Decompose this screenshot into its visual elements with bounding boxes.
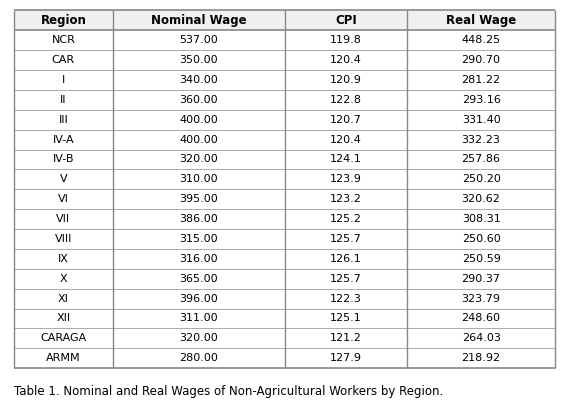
Bar [14,249,555,269]
Bar [14,289,555,309]
Text: CARAGA: CARAGA [40,333,86,343]
Text: XII: XII [56,314,71,324]
Text: 280.00: 280.00 [179,353,218,363]
Bar [407,10,555,30]
Text: 127.9: 127.9 [330,353,362,363]
Text: V: V [60,174,67,184]
Bar [14,90,555,110]
Text: 125.7: 125.7 [330,234,362,244]
Text: 315.00: 315.00 [179,234,218,244]
Bar [14,110,555,130]
Text: 311.00: 311.00 [179,314,218,324]
Text: 126.1: 126.1 [330,254,362,264]
Text: 248.60: 248.60 [461,314,501,324]
Text: 125.7: 125.7 [330,274,362,284]
Text: 323.79: 323.79 [461,294,501,304]
Bar [14,149,555,169]
Text: 340.00: 340.00 [179,75,218,85]
Text: 320.00: 320.00 [179,333,218,343]
Text: 448.25: 448.25 [461,35,501,45]
Text: 121.2: 121.2 [330,333,362,343]
Text: I: I [62,75,65,85]
Bar [14,328,555,348]
Text: 119.8: 119.8 [330,35,362,45]
Text: 122.3: 122.3 [330,294,362,304]
Text: 257.86: 257.86 [461,154,501,164]
Bar [14,30,555,50]
Text: 250.59: 250.59 [461,254,501,264]
Text: 537.00: 537.00 [179,35,218,45]
Text: 320.62: 320.62 [461,194,501,204]
Text: XI: XI [58,294,69,304]
Bar [14,309,555,328]
Text: 310.00: 310.00 [179,174,218,184]
Bar [14,229,555,249]
Text: 332.23: 332.23 [461,135,501,145]
Text: Real Wage: Real Wage [446,14,516,27]
Bar [14,130,555,149]
Text: 290.37: 290.37 [461,274,501,284]
Text: 124.1: 124.1 [330,154,362,164]
Text: CAR: CAR [52,55,75,65]
Bar [14,50,555,70]
Text: 123.9: 123.9 [330,174,362,184]
Text: II: II [60,95,67,105]
Text: 308.31: 308.31 [461,214,501,224]
Bar [284,10,407,30]
Text: 290.70: 290.70 [461,55,501,65]
Text: CPI: CPI [335,14,357,27]
Text: VI: VI [58,194,69,204]
Text: 400.00: 400.00 [179,135,218,145]
Text: 400.00: 400.00 [179,115,218,125]
Bar [14,189,555,209]
Text: 120.4: 120.4 [330,55,362,65]
Text: NCR: NCR [51,35,75,45]
Text: 396.00: 396.00 [179,294,218,304]
Text: ARMM: ARMM [46,353,81,363]
Text: VIII: VIII [55,234,72,244]
Text: 125.2: 125.2 [330,214,362,224]
Text: 125.1: 125.1 [330,314,362,324]
Bar [14,269,555,289]
Text: Region: Region [40,14,86,27]
Text: 360.00: 360.00 [179,95,218,105]
Text: 250.20: 250.20 [461,174,501,184]
Text: 281.22: 281.22 [461,75,501,85]
Text: 250.60: 250.60 [461,234,501,244]
Text: 120.4: 120.4 [330,135,362,145]
Text: IV-B: IV-B [52,154,74,164]
Text: III: III [59,115,68,125]
Text: 386.00: 386.00 [179,214,218,224]
Text: 320.00: 320.00 [179,154,218,164]
Text: 316.00: 316.00 [179,254,218,264]
Bar [14,209,555,229]
Text: 123.2: 123.2 [330,194,362,204]
Bar [14,10,113,30]
Bar [14,348,555,368]
Text: 395.00: 395.00 [179,194,218,204]
Text: VII: VII [56,214,71,224]
Bar [14,70,555,90]
Bar [14,169,555,189]
Text: 293.16: 293.16 [461,95,501,105]
Bar [113,10,284,30]
Text: 122.8: 122.8 [330,95,362,105]
Text: Table 1. Nominal and Real Wages of Non-Agricultural Workers by Region.: Table 1. Nominal and Real Wages of Non-A… [14,384,443,398]
Text: IX: IX [58,254,69,264]
Text: Nominal Wage: Nominal Wage [151,14,246,27]
Text: 264.03: 264.03 [461,333,501,343]
Text: 120.7: 120.7 [330,115,362,125]
Text: 365.00: 365.00 [179,274,218,284]
Text: 218.92: 218.92 [461,353,501,363]
Text: IV-A: IV-A [52,135,74,145]
Text: 331.40: 331.40 [461,115,501,125]
Text: X: X [60,274,67,284]
Text: 350.00: 350.00 [179,55,218,65]
Text: 120.9: 120.9 [330,75,362,85]
